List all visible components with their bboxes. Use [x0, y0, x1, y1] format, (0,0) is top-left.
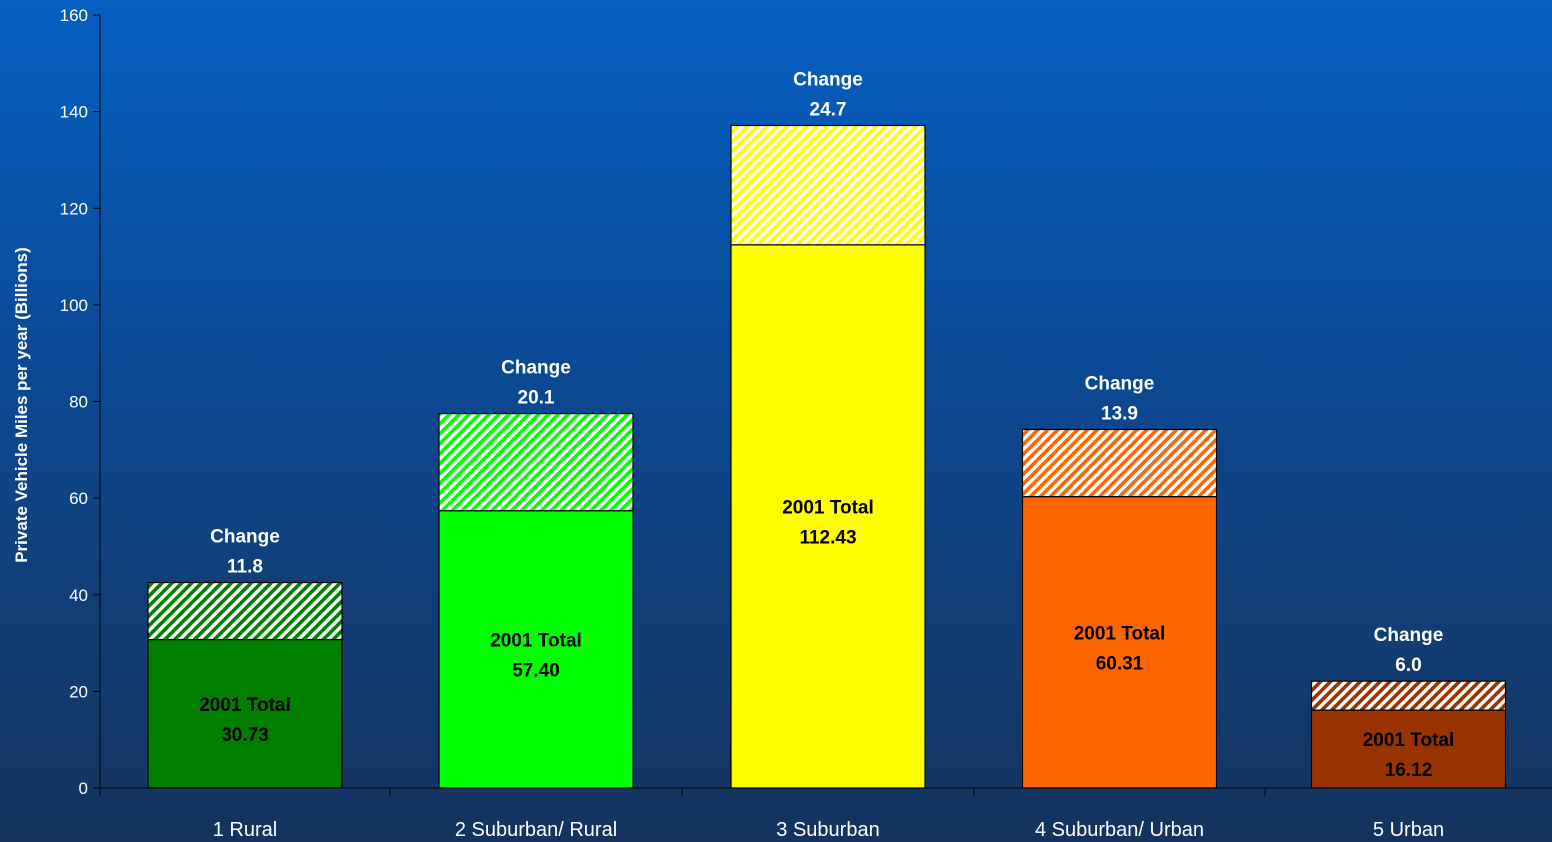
total-label-value: 60.31 [1096, 653, 1144, 674]
bar-2001-total [1021, 496, 1218, 789]
y-tick-label: 40 [69, 586, 88, 605]
change-label-title: Change [501, 358, 571, 379]
x-category-label: 3 Suburban [776, 819, 879, 841]
total-label-title: 2001 Total [1363, 730, 1455, 751]
total-label-title: 2001 Total [1074, 623, 1166, 644]
bar-2001-total [147, 638, 343, 789]
change-label-title: Change [1374, 625, 1444, 646]
y-tick-label: 140 [60, 103, 88, 122]
change-label-value: 24.7 [810, 99, 847, 120]
x-category-label: 1 Rural [213, 819, 277, 841]
change-label-value: 20.1 [518, 388, 555, 409]
x-axis: 1 Rural 2 Suburban/ Rural 3 Suburban 4 Subu… [99, 787, 1552, 841]
total-label-value: 16.12 [1385, 760, 1433, 781]
change-label-value: 13.9 [1101, 403, 1138, 424]
bar-change [730, 124, 926, 246]
total-label-value: 112.43 [799, 527, 856, 548]
bar-2001-total [1310, 709, 1507, 789]
x-category-label: 2 Suburban/ Rural [455, 819, 617, 841]
bar-2001-total [438, 510, 634, 789]
y-tick-label: 100 [60, 296, 88, 315]
y-axis-title: Private Vehicle Miles per year (Billions… [12, 247, 31, 563]
y-tick-label: 120 [60, 199, 88, 218]
data-labels: Change 11.8 2001 Total 30.73 Change 20.1 2001 … [199, 69, 1454, 781]
change-label-value: 6.0 [1395, 655, 1421, 676]
y-tick-label: 0 [79, 779, 88, 798]
total-label-title: 2001 Total [782, 497, 874, 518]
bars [147, 124, 1507, 789]
change-label-title: Change [793, 69, 863, 90]
bar-change [1310, 680, 1507, 711]
total-label-title: 2001 Total [199, 695, 291, 716]
bar-2001-total [730, 244, 926, 789]
change-label-title: Change [1085, 373, 1155, 394]
total-label-value: 30.73 [221, 725, 269, 746]
y-tick-label: 160 [60, 6, 88, 25]
change-label-value: 11.8 [227, 557, 263, 578]
total-label-title: 2001 Total [490, 630, 582, 651]
bar-change [1021, 428, 1218, 498]
y-tick-label: 60 [69, 489, 88, 508]
y-axis: 0 20 40 60 80 100 120 140 160 [60, 6, 101, 798]
bar-change [147, 581, 343, 641]
change-label-title: Change [210, 527, 280, 548]
y-tick-label: 20 [69, 682, 88, 701]
x-category-label: 5 Urban [1373, 819, 1444, 841]
x-category-label: 4 Suburban/ Urban [1035, 819, 1204, 841]
total-label-value: 57.40 [512, 660, 560, 681]
bar-change [438, 412, 634, 512]
y-tick-label: 80 [69, 393, 88, 412]
